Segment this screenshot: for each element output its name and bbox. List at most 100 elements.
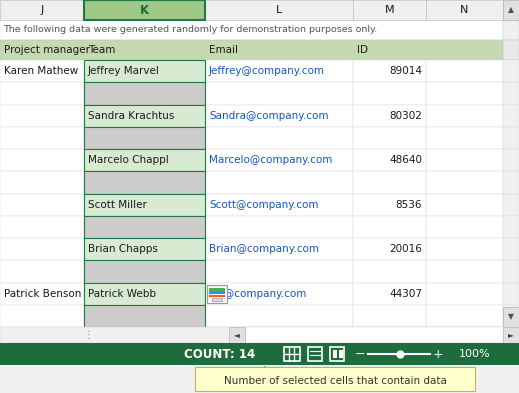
Bar [0, 82, 84, 105]
Bar [426, 260, 503, 283]
Bar [195, 367, 475, 391]
Text: Marcelo@company.com: Marcelo@company.com [209, 155, 332, 165]
Bar [0, 260, 84, 283]
Bar [503, 127, 519, 149]
Bar [205, 238, 353, 260]
Bar [353, 171, 426, 193]
Bar [503, 60, 519, 82]
Bar [0, 60, 84, 82]
Bar [503, 82, 519, 105]
Text: 8536: 8536 [395, 200, 422, 209]
Text: +: + [433, 347, 443, 360]
Bar [308, 347, 322, 361]
Bar [205, 82, 353, 105]
Bar [84, 171, 205, 193]
Bar [84, 216, 205, 238]
Bar [205, 105, 353, 127]
Bar [353, 193, 426, 216]
Bar [353, 283, 426, 305]
Bar [205, 305, 353, 327]
Bar [426, 0, 503, 20]
Bar [426, 82, 503, 105]
Text: −: − [355, 347, 365, 360]
Bar [84, 283, 205, 305]
Bar [212, 298, 222, 301]
Text: Jeffrey Marvel: Jeffrey Marvel [88, 66, 160, 76]
Text: Project manager: Project manager [4, 45, 90, 55]
Text: 89014: 89014 [389, 66, 422, 76]
Bar [353, 305, 426, 327]
Bar [503, 105, 519, 127]
Text: J: J [40, 5, 44, 15]
Bar [205, 193, 353, 216]
Bar [0, 216, 84, 238]
Text: ►: ► [508, 331, 514, 340]
Bar [0, 127, 84, 149]
Text: Karen Mathew: Karen Mathew [4, 66, 78, 76]
Bar [0, 305, 84, 327]
Bar [209, 288, 225, 290]
Bar [426, 60, 503, 82]
Bar [503, 149, 519, 171]
Bar [84, 260, 205, 283]
Bar [426, 238, 503, 260]
Bar [503, 171, 519, 193]
Text: Number of selected cells that contain data: Number of selected cells that contain da… [224, 376, 446, 386]
Bar [426, 216, 503, 238]
Bar [0, 171, 84, 193]
Text: ▼: ▼ [508, 312, 514, 321]
Bar [0, 193, 84, 216]
Text: Scott@company.com: Scott@company.com [209, 200, 319, 209]
Bar [209, 292, 225, 294]
Bar [84, 105, 205, 127]
Bar [503, 305, 519, 327]
Bar [84, 149, 205, 171]
Bar [0, 0, 84, 20]
Bar [426, 127, 503, 149]
Bar [503, 260, 519, 283]
Bar [284, 347, 300, 361]
Bar [0, 0, 519, 343]
Bar [353, 105, 426, 127]
Bar [426, 171, 503, 193]
Text: COUNT: 14: COUNT: 14 [184, 347, 255, 360]
Bar [229, 327, 245, 343]
Text: Marcelo Chappl: Marcelo Chappl [88, 155, 169, 165]
Text: Jeffrey@company.com: Jeffrey@company.com [209, 66, 325, 76]
Bar [330, 347, 344, 361]
Text: Patrick Webb: Patrick Webb [88, 288, 156, 299]
Bar [503, 20, 519, 40]
Bar [333, 350, 337, 358]
Text: Brian Chapps: Brian Chapps [88, 244, 158, 254]
Bar [503, 0, 519, 20]
Bar [205, 60, 353, 82]
Bar [353, 60, 426, 82]
Text: Brian@company.com: Brian@company.com [209, 244, 319, 254]
Bar [503, 238, 519, 260]
Bar [353, 216, 426, 238]
Bar [0, 343, 519, 365]
Text: 48640: 48640 [389, 155, 422, 165]
Bar [503, 216, 519, 238]
Bar [205, 260, 353, 283]
Bar [84, 0, 205, 20]
Text: The following data were generated randomly for demonstration purposes only.: The following data were generated random… [3, 26, 377, 35]
Bar [353, 82, 426, 105]
Text: 80302: 80302 [389, 110, 422, 121]
Bar [84, 60, 205, 82]
Bar [205, 283, 353, 305]
Text: K: K [140, 4, 149, 17]
Text: Sandra Krachtus: Sandra Krachtus [88, 110, 174, 121]
Text: 44307: 44307 [389, 288, 422, 299]
Text: M: M [385, 5, 394, 15]
Bar [245, 327, 503, 343]
Bar [205, 171, 353, 193]
Bar [426, 149, 503, 171]
Text: Team: Team [88, 45, 115, 55]
Text: Patrick Benson: Patrick Benson [4, 288, 81, 299]
Bar [353, 260, 426, 283]
Bar [205, 127, 353, 149]
Bar [0, 105, 84, 127]
Bar [0, 238, 84, 260]
Bar [84, 127, 205, 149]
